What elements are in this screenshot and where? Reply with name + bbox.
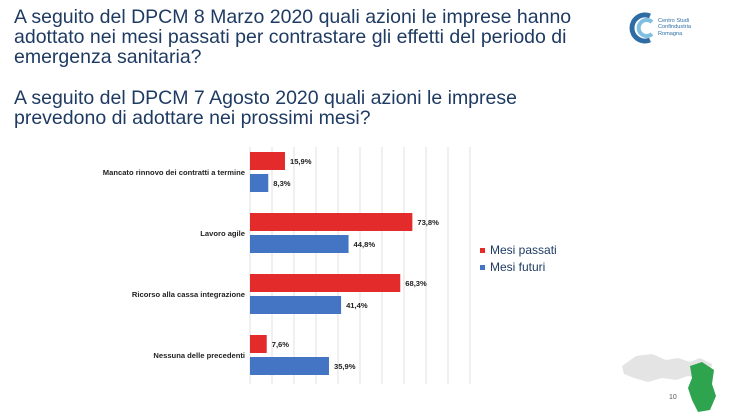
- value-label: 44,8%: [354, 240, 376, 249]
- legend-label: Mesi passati: [490, 243, 557, 257]
- logo-line-1: Centro Studi: [658, 18, 690, 24]
- chart-category-labels: Mancato rinnovo dei contratti a termine L…: [103, 168, 245, 360]
- bar-past: [250, 335, 267, 353]
- value-label: 15,9%: [290, 157, 312, 166]
- legend-label: Mesi futuri: [490, 260, 545, 274]
- chart-legend: Mesi passati Mesi futuri: [480, 243, 557, 274]
- question-future-title: A seguito del DPCM 7 Agosto 2020 quali a…: [14, 87, 517, 129]
- bar-past: [250, 213, 413, 231]
- logo-text: Centro Studi Confindustria Romagna: [658, 18, 691, 37]
- legend-swatch: [480, 265, 485, 270]
- category-label: Lavoro agile: [200, 229, 245, 238]
- value-label: 8,3%: [273, 179, 291, 188]
- value-label: 35,9%: [334, 362, 356, 371]
- value-label: 73,8%: [417, 218, 439, 227]
- value-label: 68,3%: [405, 279, 427, 288]
- bar-past: [250, 274, 401, 292]
- legend-swatch: [480, 248, 485, 253]
- logo-line-3: Romagna: [658, 30, 683, 37]
- chart-bars: [250, 152, 413, 375]
- question-past-title: A seguito del DPCM 8 Marzo 2020 quali az…: [14, 6, 572, 68]
- logo: Centro Studi Confindustria Romagna: [628, 10, 718, 50]
- logo-mark-icon: [629, 12, 654, 44]
- chart-value-labels: 15,9% 8,3% 73,8% 44,8% 68,3% 41,4% 7,6% 35,9%: [272, 157, 439, 371]
- bar-past: [250, 152, 285, 170]
- page-number: 10: [669, 394, 677, 401]
- logo-line-2: Confindustria: [658, 24, 691, 31]
- bar-future: [250, 296, 342, 314]
- bar-future: [250, 235, 349, 253]
- chart-grid: [249, 147, 471, 384]
- value-label: 7,6%: [272, 340, 290, 349]
- category-label: Mancato rinnovo dei contratti a termine: [103, 168, 245, 177]
- bar-future: [250, 357, 329, 375]
- category-label: Nessuna delle precedenti: [153, 351, 245, 360]
- region-map-icon: [622, 354, 716, 412]
- value-label: 41,4%: [346, 301, 368, 310]
- bar-future: [250, 174, 269, 192]
- category-label: Ricorso alla cassa integrazione: [132, 290, 245, 299]
